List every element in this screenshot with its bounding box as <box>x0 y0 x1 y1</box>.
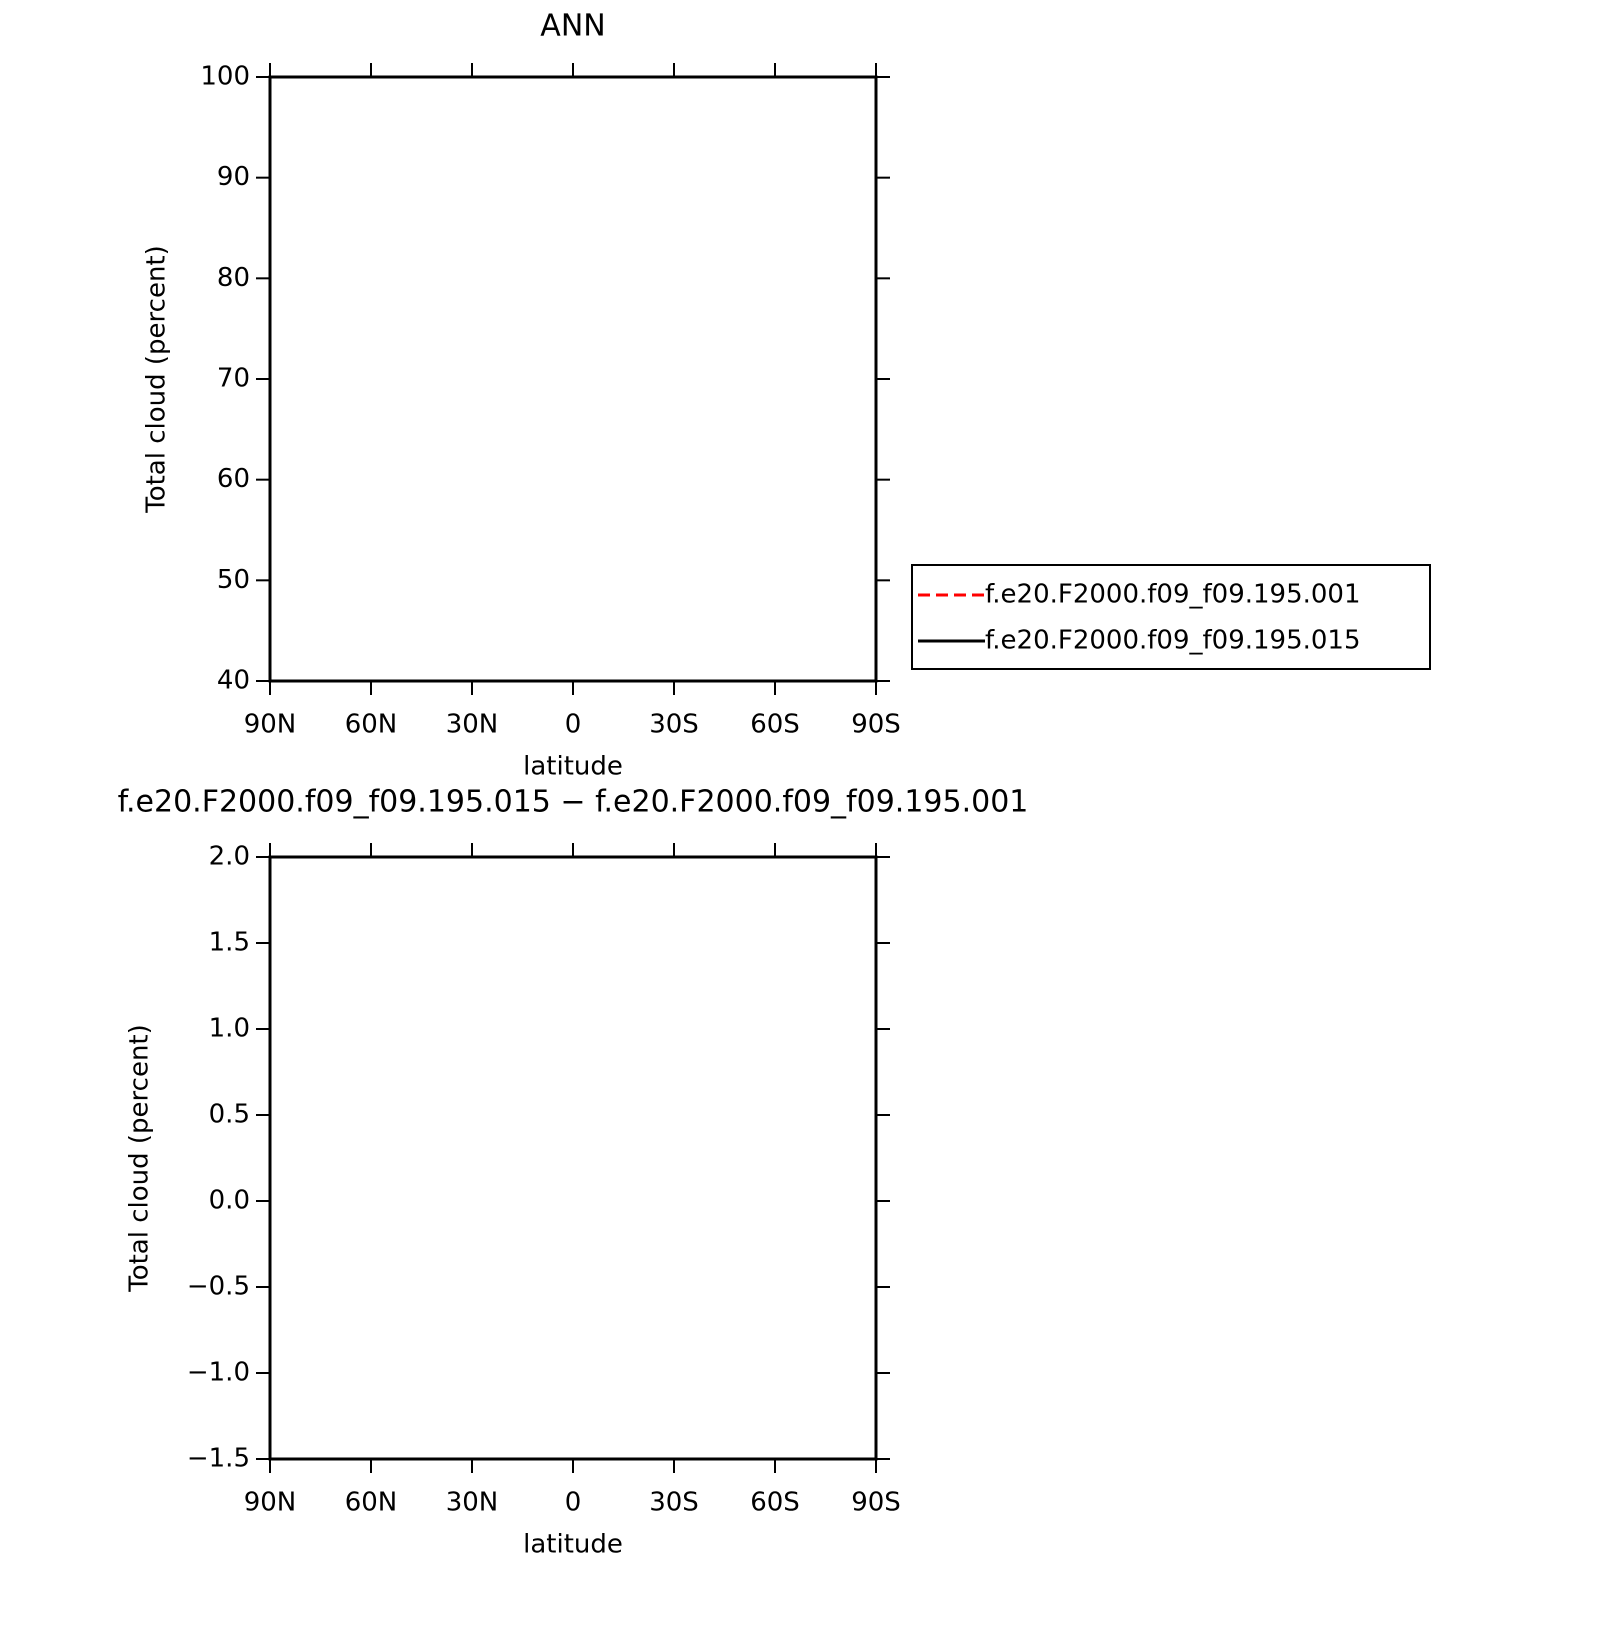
x-tick-label: 30N <box>446 1488 499 1518</box>
chart-title: f.e20.F2000.f09_f09.195.015 − f.e20.F200… <box>118 785 1029 820</box>
plot-frame <box>268 855 878 1461</box>
y-tick-label: −0.5 <box>187 1272 250 1302</box>
y-axis-label: Total cloud (percent) <box>142 245 172 514</box>
x-tick-label: 90S <box>851 710 901 740</box>
x-tick-label: 30S <box>649 710 699 740</box>
x-tick-label: 90N <box>244 710 297 740</box>
x-tick-label: 90S <box>851 1488 901 1518</box>
y-tick-label: 90 <box>217 162 250 192</box>
y-tick-label: 60 <box>217 464 250 494</box>
y-tick-label: 1.5 <box>209 928 250 958</box>
x-tick-label: 30N <box>446 710 499 740</box>
y-tick-label: 40 <box>217 666 250 696</box>
x-axis-label: latitude <box>523 1530 623 1560</box>
x-tick-label: 60S <box>750 710 800 740</box>
x-tick-label: 60N <box>345 710 398 740</box>
x-tick-label: 30S <box>649 1488 699 1518</box>
y-tick-label: 0.0 <box>209 1186 250 1216</box>
x-tick-label: 0 <box>565 710 582 740</box>
x-tick-label: 60N <box>345 1488 398 1518</box>
x-tick-label: 60S <box>750 1488 800 1518</box>
chart-title: ANN <box>540 9 605 44</box>
y-tick-label: 80 <box>217 263 250 293</box>
y-tick-label: −1.0 <box>187 1358 250 1388</box>
y-tick-label: 0.5 <box>209 1100 250 1130</box>
y-tick-label: −1.5 <box>187 1444 250 1474</box>
x-axis-label: latitude <box>523 752 623 782</box>
y-tick-label: 1.0 <box>209 1014 250 1044</box>
y-tick-label: 100 <box>200 62 250 92</box>
plot-frame <box>268 75 878 683</box>
legend-label: f.e20.F2000.f09_f09.195.015 <box>985 626 1361 656</box>
legend-label: f.e20.F2000.f09_f09.195.001 <box>985 580 1361 610</box>
y-tick-label: 70 <box>217 364 250 394</box>
y-tick-label: 2.0 <box>209 842 250 872</box>
y-axis-label: Total cloud (percent) <box>125 1024 155 1293</box>
x-tick-label: 90N <box>244 1488 297 1518</box>
legend-box <box>911 564 1431 670</box>
x-tick-label: 0 <box>565 1488 582 1518</box>
y-tick-label: 50 <box>217 565 250 595</box>
